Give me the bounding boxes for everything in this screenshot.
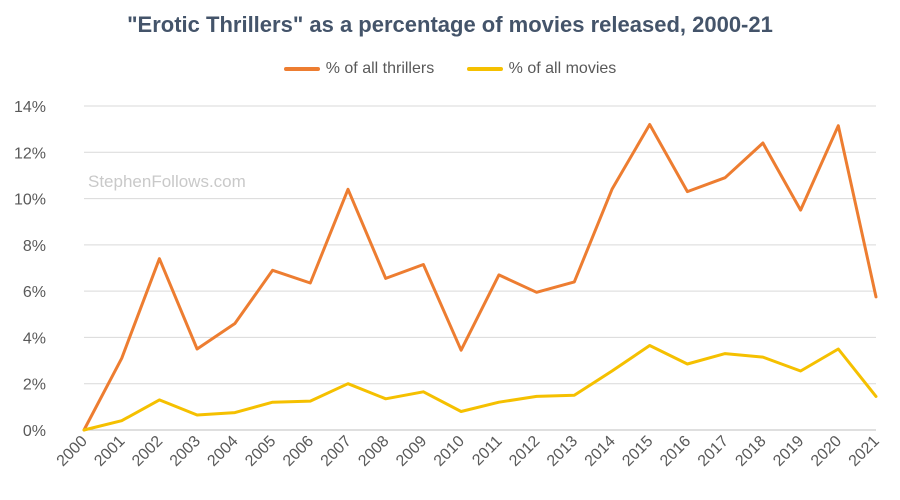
legend-item-movies: % of all movies (466, 60, 617, 78)
legend-item-thrillers: % of all thrillers (283, 60, 435, 78)
x-tick-label: 2000 (54, 433, 91, 470)
x-tick-label: 2008 (355, 433, 392, 470)
x-tick-label: 2007 (318, 433, 355, 470)
series-line-thrillers (82, 123, 878, 432)
legend-label-movies: % of all movies (508, 60, 617, 77)
x-tick-label: 2020 (808, 433, 845, 470)
x-tick-label: 2004 (204, 433, 241, 470)
x-tick-label: 2021 (846, 433, 883, 470)
x-tick-label: 2017 (695, 433, 732, 470)
watermark: StephenFollows.com (88, 172, 246, 191)
y-tick-label: 2% (23, 377, 46, 394)
x-tick-label: 2019 (770, 433, 807, 470)
y-tick-label: 12% (14, 145, 46, 162)
x-tick-label: 2011 (469, 433, 505, 469)
x-tick-label: 2010 (431, 433, 468, 470)
x-tick-label: 2013 (544, 433, 581, 470)
x-tick-label: 2012 (506, 433, 543, 470)
x-tick-label: 2005 (242, 433, 279, 470)
x-tick-label: 2001 (91, 433, 128, 470)
x-tick-label: 2009 (393, 433, 430, 470)
x-tick-label: 2014 (582, 433, 619, 470)
legend-label-thrillers: % of all thrillers (325, 60, 435, 77)
y-tick-label: 8% (23, 238, 46, 255)
x-tick-label: 2006 (280, 433, 317, 470)
x-tick-label: 2003 (167, 433, 204, 470)
legend-swatch-movies (466, 67, 503, 71)
y-tick-label: 14% (14, 99, 46, 116)
y-tick-label: 4% (23, 330, 46, 347)
x-tick-label: 2015 (619, 433, 656, 470)
series-line-movies (82, 344, 878, 432)
x-tick-label: 2002 (129, 433, 166, 470)
chart-title: "Erotic Thrillers" as a percentage of mo… (127, 12, 773, 37)
legend: % of all thrillers % of all movies (0, 58, 900, 78)
y-tick-label: 0% (23, 423, 46, 440)
y-tick-label: 10% (14, 192, 46, 209)
x-tick-label: 2018 (732, 433, 769, 470)
y-tick-label: 6% (23, 284, 46, 301)
x-tick-label: 2016 (657, 433, 694, 470)
legend-swatch-thrillers (283, 67, 320, 71)
